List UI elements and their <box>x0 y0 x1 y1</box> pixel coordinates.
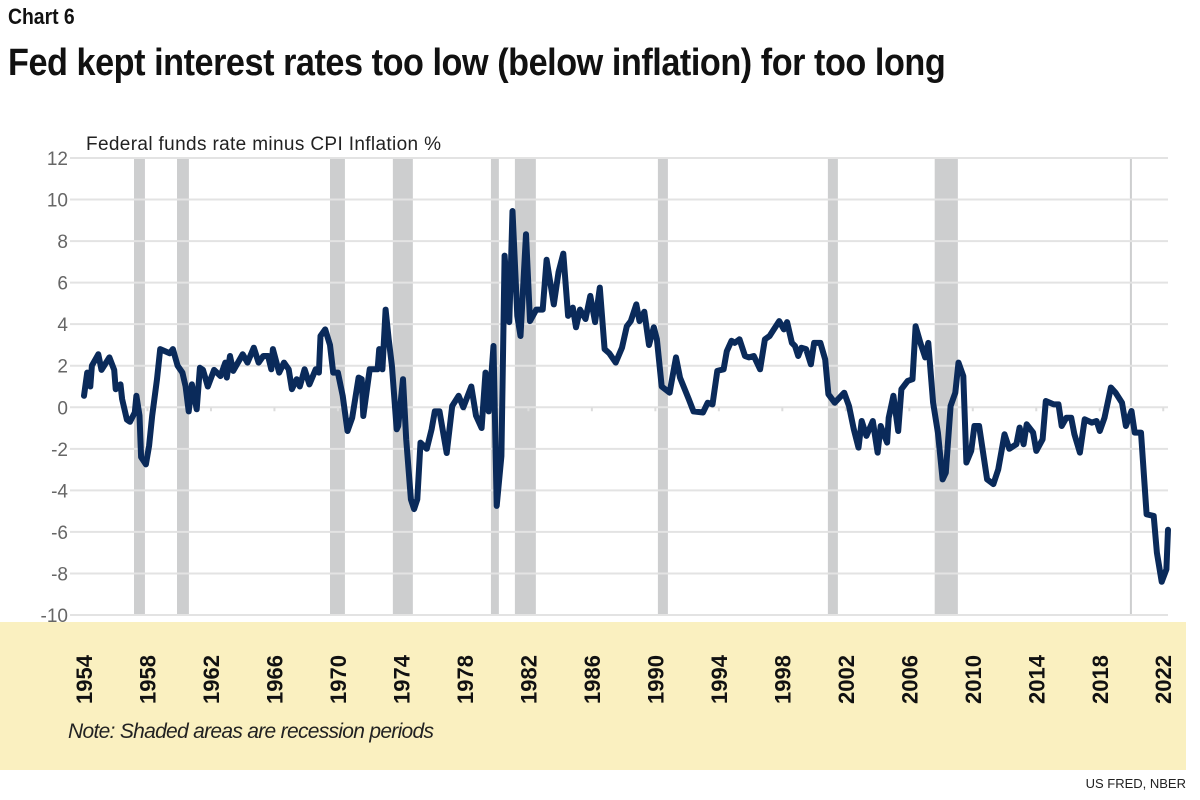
x-tick-label: 1966 <box>262 655 287 704</box>
gridlines <box>70 157 1168 616</box>
recession-band <box>133 158 145 615</box>
source-text: US FRED, NBER <box>1085 776 1186 791</box>
y-tick-labels: 12 10 8 6 4 2 0 -2 -4 -6 -8 -10 <box>41 149 69 627</box>
y-tick-label: 0 <box>57 398 68 419</box>
x-tick-label: 1994 <box>707 654 732 704</box>
note-text: Note: Shaded areas are recession periods <box>68 720 435 743</box>
x-tick-label: 1990 <box>643 655 668 704</box>
x-tick-label: 1986 <box>580 655 605 704</box>
x-tick-label: 1974 <box>389 654 414 704</box>
recession-band <box>514 158 536 615</box>
y-tick-label: 8 <box>57 232 68 253</box>
x-tick-label: 1978 <box>453 655 478 704</box>
recession-bands <box>133 158 1132 615</box>
y-tick-label: -6 <box>51 523 68 544</box>
x-tick-labels: 1954 1958 1962 1966 1970 1974 1978 1982 1986 1990… <box>72 654 1176 704</box>
y-tick-label: 10 <box>47 191 68 212</box>
y-tick-label: 6 <box>57 274 68 295</box>
x-tick-label: 1962 <box>199 655 224 704</box>
y-tick-label: -2 <box>51 440 68 461</box>
y-tick-label: 12 <box>47 149 68 170</box>
y-tick-label: -10 <box>41 606 68 627</box>
chart-kicker: Chart 6 <box>8 4 75 29</box>
x-tick-label: 1958 <box>135 655 160 704</box>
x-tick-label: 2022 <box>1151 655 1176 704</box>
chart-title: Fed kept interest rates too low (below i… <box>8 42 946 84</box>
y-tick-label: -8 <box>51 564 68 585</box>
recession-band <box>827 158 838 615</box>
y-tick-label: 2 <box>57 357 68 378</box>
recession-band <box>330 158 345 615</box>
y-tick-label: -4 <box>51 481 68 502</box>
x-tick-label: 2006 <box>897 655 922 704</box>
recession-band <box>934 158 958 615</box>
recession-band <box>1129 158 1132 615</box>
x-tick-label: 2002 <box>834 655 859 704</box>
x-tick-label: 1998 <box>770 655 795 704</box>
y-tick-label: 4 <box>57 315 68 336</box>
y-axis-label: Federal funds rate minus CPI Inflation % <box>86 134 441 155</box>
x-tick-label: 1954 <box>72 654 97 704</box>
note-band <box>0 622 1186 770</box>
x-tick-label: 2010 <box>961 655 986 704</box>
x-tick-label: 1970 <box>326 655 351 704</box>
x-tick-label: 2014 <box>1024 654 1049 704</box>
x-tick-label: 1982 <box>516 655 541 704</box>
x-tick-label: 2018 <box>1088 655 1113 704</box>
series-line <box>81 208 1171 585</box>
